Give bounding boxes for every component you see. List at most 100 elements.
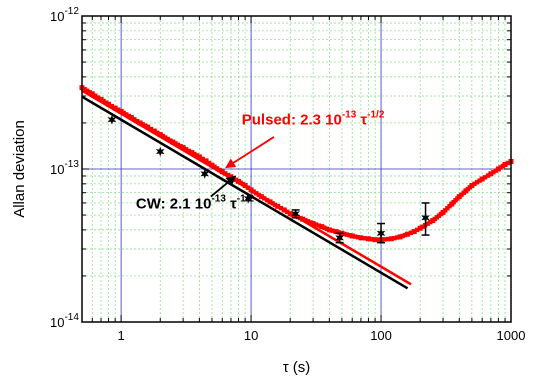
y-tick-label: 10-12 <box>50 6 79 24</box>
pulsed-point <box>112 105 118 111</box>
y-tick-label: 10-13 <box>50 159 79 177</box>
cw-point <box>376 228 386 239</box>
pulsed-point-fill <box>324 226 330 232</box>
pulsed-point-fill <box>87 90 92 95</box>
pulsed-point-fill <box>84 88 90 93</box>
pulsed-point-fill <box>135 118 140 124</box>
pulsed-point-fill <box>214 166 220 171</box>
cw-point <box>155 146 165 157</box>
pulsed-point-fill <box>493 168 499 173</box>
pulsed-point-fill <box>245 185 251 190</box>
pulsed-point-fill <box>313 222 319 227</box>
pulsed-point-fill <box>160 133 165 139</box>
x-tick-label: 1 <box>118 328 125 343</box>
cw-fit-line <box>81 95 409 290</box>
pulsed-point <box>488 171 494 177</box>
pulsed-point-fill <box>342 231 347 237</box>
pulsed-point <box>372 237 378 243</box>
pulsed-point-fill <box>251 189 256 194</box>
pulsed-point-fill <box>124 112 129 117</box>
pulsed-point-fill <box>155 130 160 135</box>
annotation-tau: τ <box>226 196 237 213</box>
pulsed-point-fill <box>482 175 488 180</box>
pulsed-point-fill <box>400 233 405 239</box>
pulsed-point-fill <box>330 228 335 233</box>
y-tick-exponent: -14 <box>64 312 79 323</box>
pulsed-point <box>388 236 394 242</box>
pulsed-point <box>219 169 225 175</box>
pulsed-point-fill <box>132 117 137 122</box>
pulsed-point <box>349 233 355 239</box>
cw-point <box>107 114 117 125</box>
pulsed-point <box>275 203 281 209</box>
pulsed-point-fill <box>165 136 170 142</box>
pulsed-point-fill <box>459 192 464 197</box>
pulsed-point-fill <box>225 172 231 178</box>
y-tick-base: 10 <box>50 162 64 177</box>
pulsed-point <box>319 224 325 230</box>
pulsed-point <box>397 234 403 240</box>
pulsed-point-fill <box>178 144 183 149</box>
pulsed-point <box>281 207 287 213</box>
cw-point <box>421 212 430 223</box>
pulsed-point-fill <box>285 209 290 215</box>
y-tick-exponent: -13 <box>64 159 79 170</box>
pulsed-point-fill <box>392 235 397 241</box>
pulsed-point-fill <box>212 164 217 169</box>
pulsed-point <box>267 199 273 205</box>
pulsed-point <box>242 183 248 189</box>
pulsed-point <box>495 166 501 172</box>
pulsed-point-fill <box>206 160 212 166</box>
pulsed-point <box>502 162 508 168</box>
pulsed-point <box>98 96 104 102</box>
pulsed-point-fill <box>194 153 200 158</box>
pulsed-point <box>106 101 112 107</box>
pulsed-point-fill <box>183 147 189 152</box>
y-tick-base: 10 <box>50 9 64 24</box>
pulsed-point-fill <box>352 234 358 239</box>
pulsed-point <box>203 158 209 164</box>
pulsed-point <box>170 139 176 145</box>
x-axis-title: τ (s) <box>283 359 311 376</box>
annotation-tau-exponent: -1/2 <box>367 110 385 121</box>
pulsed-point-fill <box>472 181 477 187</box>
x-tick-label: 1000 <box>497 328 526 343</box>
pulsed-point-fill <box>200 156 205 162</box>
x-tick-label: 10 <box>244 328 258 343</box>
pulsed-point <box>180 145 186 151</box>
pulsed-point-fill <box>414 227 420 233</box>
pulsed-point-fill <box>298 215 303 221</box>
pulsed-label: Pulsed: 2.3 10-13 τ-1/2 <box>242 110 385 129</box>
pulsed-point <box>128 115 134 121</box>
pulsed-point <box>300 216 306 222</box>
pulsed-label-arrow <box>225 136 275 169</box>
pulsed-point-fill <box>362 236 367 241</box>
pulsed-point-fill <box>385 236 391 242</box>
pulsed-point-fill <box>336 230 342 235</box>
pulsed-point-fill <box>491 170 496 175</box>
pulsed-point <box>405 231 411 237</box>
pulsed-point-fill <box>305 219 311 224</box>
pulsed-point <box>258 194 264 200</box>
pulsed-point <box>365 236 371 242</box>
pulsed-point <box>209 162 215 168</box>
pulsed-point <box>417 225 423 231</box>
pulsed-point <box>479 176 485 182</box>
pulsed-point <box>411 229 417 235</box>
pulsed-point-fill <box>140 122 145 127</box>
pulsed-point-fill <box>109 103 115 109</box>
pulsed-point-fill <box>316 223 322 228</box>
pulsed-point <box>145 124 151 130</box>
pulsed-point-fill <box>175 142 181 148</box>
y-tick-label: 10-14 <box>50 312 79 330</box>
pulsed-point-fill <box>477 178 482 183</box>
pulsed-point-fill <box>402 232 408 238</box>
pulsed-point <box>196 154 202 160</box>
pulsed-point <box>310 221 316 227</box>
pulsed-point-fill <box>103 100 109 105</box>
pulsed-point-fill <box>222 171 228 176</box>
annotation-coefficient: CW: 2.1 10 <box>136 196 212 213</box>
annotation-tau: τ <box>356 112 367 129</box>
pulsed-point <box>333 229 339 235</box>
pulsed-point-fill <box>264 197 270 203</box>
